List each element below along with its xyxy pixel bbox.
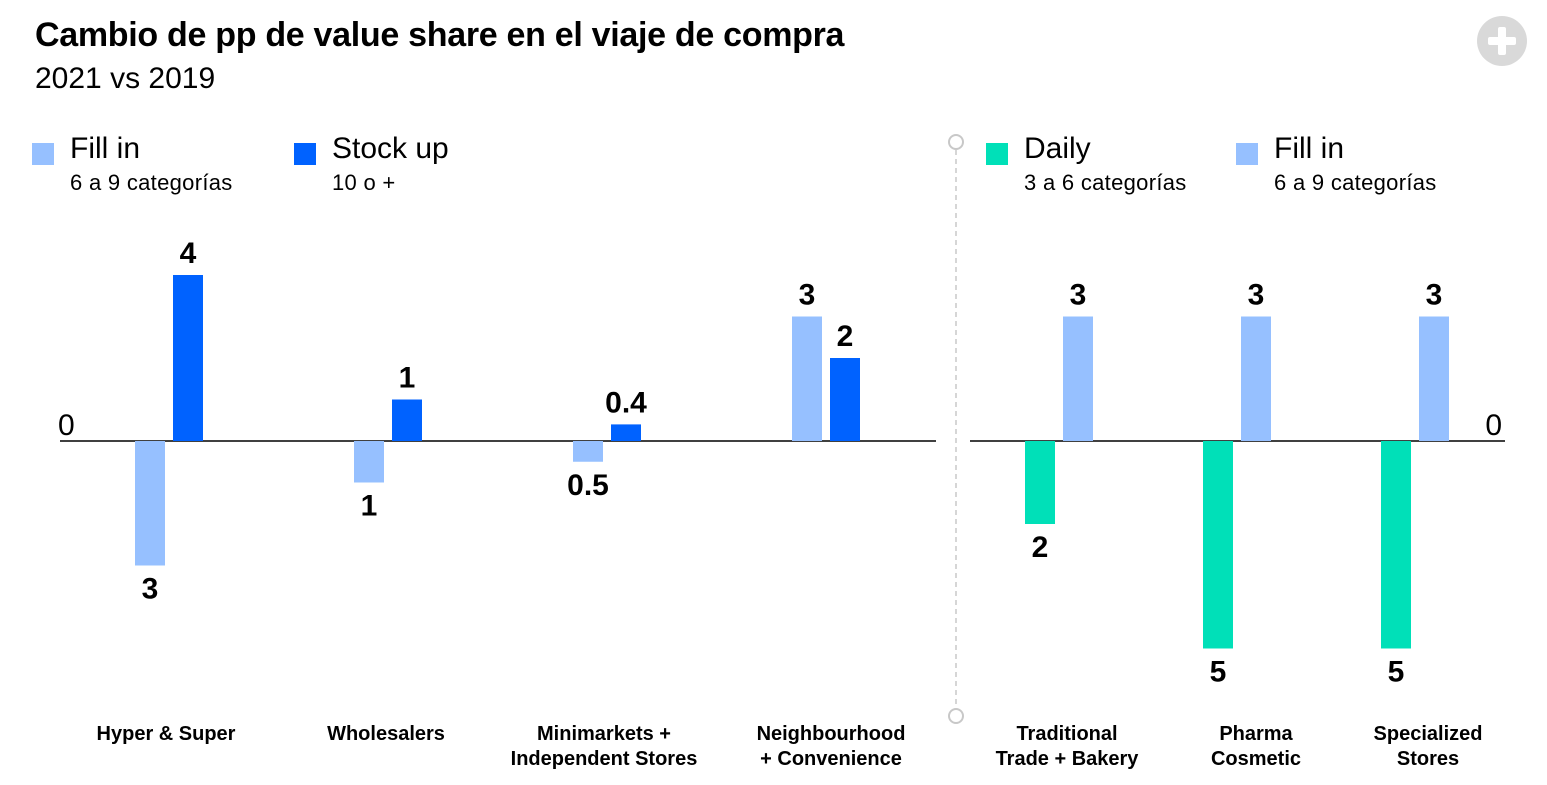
chart-title: Cambio de pp de value share en el viaje … (35, 16, 845, 54)
category-label: Minimarkets + (537, 723, 671, 745)
bar (392, 399, 422, 441)
bar (830, 358, 860, 441)
category-label: + Convenience (760, 748, 902, 770)
bar (1419, 316, 1449, 441)
category-label: Traditional (1016, 723, 1117, 745)
bar (1203, 441, 1233, 649)
data-label: 3 (1070, 279, 1087, 312)
data-label: 4 (180, 237, 197, 270)
data-label: 1 (399, 362, 416, 395)
category-label: Stores (1397, 748, 1459, 770)
bar (1025, 441, 1055, 524)
legend-label: Stock up (332, 132, 449, 165)
category-label: Independent Stores (511, 748, 698, 770)
legend-swatch (32, 143, 54, 165)
data-label: 0.4 (605, 386, 647, 419)
legend-label: Fill in (1274, 132, 1345, 165)
bar (135, 441, 165, 566)
legend-swatch (986, 143, 1008, 165)
category-label: Wholesalers (327, 723, 445, 745)
bar (1063, 316, 1093, 441)
category-label: Pharma (1219, 723, 1293, 745)
bar (792, 316, 822, 441)
bar (354, 441, 384, 483)
add-icon[interactable] (1477, 16, 1527, 66)
legend-swatch (1236, 143, 1258, 165)
data-label: 3 (1426, 279, 1443, 312)
category-label: Trade + Bakery (996, 748, 1140, 770)
data-label: 0.5 (567, 469, 609, 502)
divider-handle-bottom (948, 708, 964, 724)
legend-sublabel: 3 a 6 categorías (1024, 170, 1187, 195)
legend-label: Daily (1024, 132, 1091, 165)
legend-label: Fill in (70, 132, 141, 165)
data-label: 2 (1032, 531, 1049, 564)
chart-subtitle: 2021 vs 2019 (35, 62, 216, 95)
legend-sublabel: 10 o + (332, 170, 396, 195)
category-label: Specialized (1374, 723, 1483, 745)
data-label: 5 (1210, 656, 1227, 689)
data-label: 3 (799, 279, 816, 312)
bar (1241, 316, 1271, 441)
bar (173, 275, 203, 441)
data-label: 3 (1248, 279, 1265, 312)
bar (573, 441, 603, 462)
category-label: Neighbourhood (757, 723, 906, 745)
legend-swatch (294, 143, 316, 165)
bar (1381, 441, 1411, 649)
legend-sublabel: 6 a 9 categorías (70, 170, 233, 195)
category-label: Cosmetic (1211, 748, 1301, 770)
bar (611, 424, 641, 441)
zero-axis-label: 0 (1485, 409, 1502, 442)
data-label: 2 (837, 320, 854, 353)
category-label: Hyper & Super (97, 723, 236, 745)
legend-sublabel: 6 a 9 categorías (1274, 170, 1437, 195)
data-label: 3 (142, 573, 159, 606)
divider-handle-top (948, 134, 964, 150)
zero-axis-label: 0 (58, 409, 75, 442)
data-label: 5 (1388, 656, 1405, 689)
data-label: 1 (361, 490, 378, 523)
